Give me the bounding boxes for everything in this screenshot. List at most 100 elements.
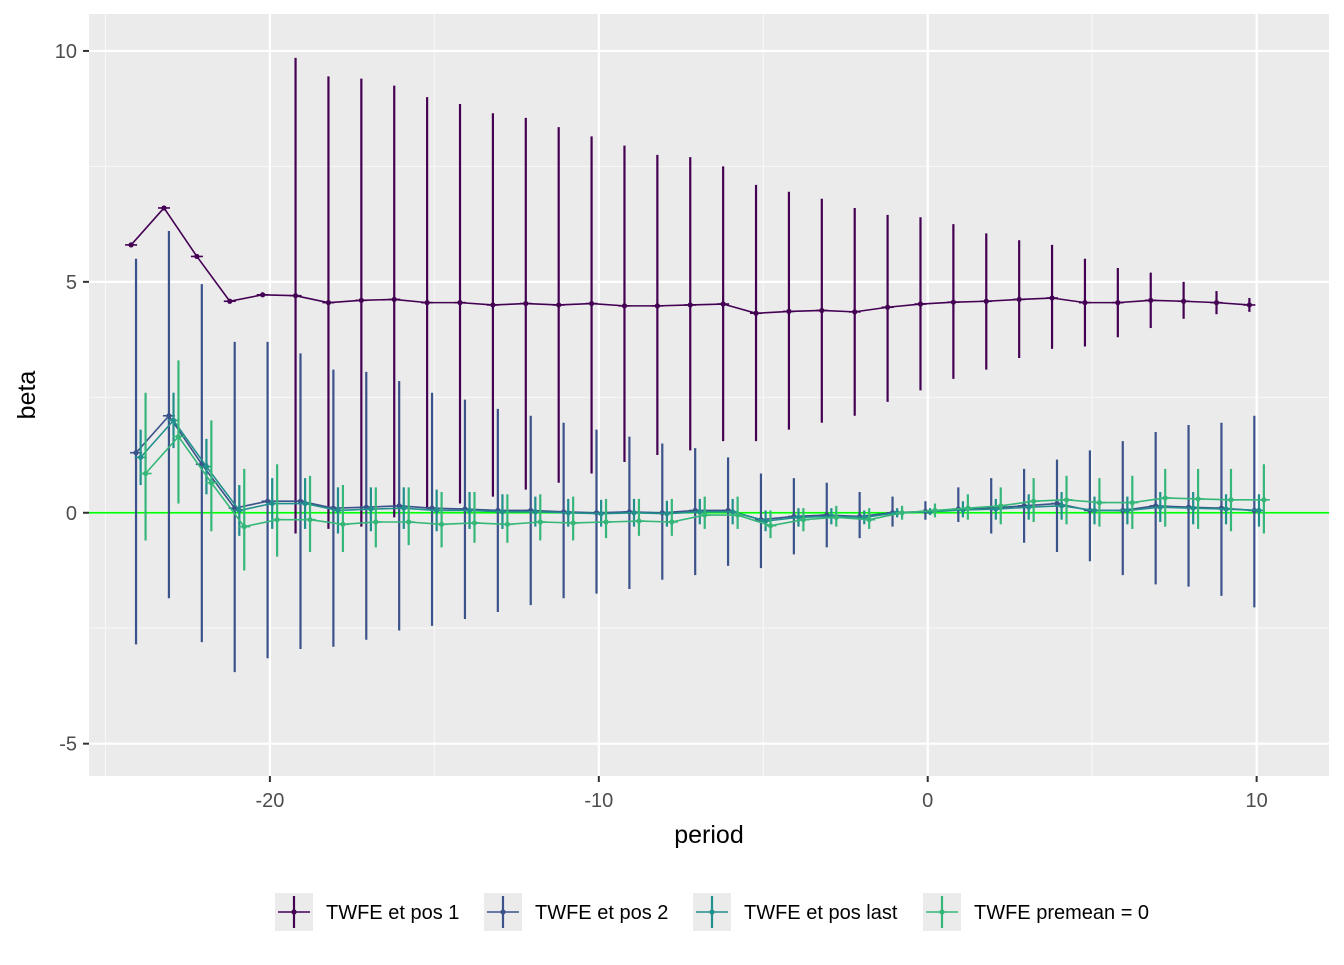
data-point bbox=[866, 517, 872, 523]
data-point bbox=[227, 298, 233, 304]
x-tick-label: -20 bbox=[255, 790, 284, 812]
data-point bbox=[161, 205, 167, 211]
data-point bbox=[1162, 495, 1168, 501]
data-point bbox=[406, 519, 412, 525]
data-point bbox=[899, 510, 905, 516]
data-point bbox=[175, 433, 182, 440]
data-point bbox=[1058, 503, 1065, 509]
data-point bbox=[260, 292, 266, 298]
data-point bbox=[499, 509, 506, 515]
data-point bbox=[654, 303, 660, 309]
data-point bbox=[203, 463, 210, 470]
legend-key-point bbox=[291, 909, 297, 915]
data-point bbox=[631, 510, 637, 516]
data-point bbox=[917, 301, 924, 307]
data-point bbox=[687, 302, 693, 308]
data-point bbox=[753, 310, 759, 316]
plot-panel bbox=[89, 14, 1329, 776]
data-point bbox=[297, 498, 304, 504]
data-point bbox=[795, 514, 802, 520]
data-point bbox=[424, 300, 430, 306]
x-tick-label: -10 bbox=[584, 790, 613, 812]
y-tick-label: 10 bbox=[55, 41, 77, 63]
data-point bbox=[1246, 302, 1253, 308]
data-point bbox=[1049, 295, 1055, 301]
y-axis-title: beta bbox=[13, 371, 41, 420]
data-point bbox=[852, 309, 858, 315]
legend-key-point bbox=[709, 909, 715, 915]
data-point bbox=[128, 242, 134, 248]
data-point bbox=[702, 512, 708, 518]
data-point bbox=[236, 507, 242, 514]
x-tick-label: 10 bbox=[1246, 790, 1268, 812]
data-point bbox=[1148, 297, 1154, 303]
data-point bbox=[1190, 505, 1196, 511]
data-point bbox=[556, 302, 562, 308]
x-tick-label: 0 bbox=[922, 790, 933, 812]
data-point bbox=[1054, 500, 1060, 507]
data-point bbox=[993, 506, 999, 512]
data-point bbox=[1026, 504, 1032, 510]
data-point bbox=[621, 303, 628, 309]
data-point bbox=[697, 509, 703, 515]
data-point bbox=[396, 503, 402, 509]
data-point bbox=[1223, 506, 1229, 512]
y-tick-label: 5 bbox=[66, 272, 77, 294]
data-point bbox=[1261, 497, 1267, 503]
data-point bbox=[1091, 507, 1098, 514]
series-4 bbox=[139, 360, 1270, 571]
data-point bbox=[1096, 500, 1103, 506]
data-point bbox=[786, 308, 792, 315]
data-point bbox=[1228, 497, 1234, 503]
data-point bbox=[274, 517, 280, 523]
data-point bbox=[302, 500, 308, 507]
data-point bbox=[133, 450, 139, 456]
data-point bbox=[603, 519, 609, 525]
data-point bbox=[767, 523, 774, 529]
data-point bbox=[138, 454, 144, 460]
data-point bbox=[720, 301, 726, 307]
data-point bbox=[884, 304, 891, 310]
legend-label: TWFE et pos 1 bbox=[326, 902, 459, 924]
data-point bbox=[307, 517, 313, 523]
minor-gridlines bbox=[89, 14, 1329, 776]
data-point bbox=[434, 507, 440, 514]
legend-label: TWFE et pos 2 bbox=[535, 902, 668, 924]
series-1 bbox=[125, 57, 1256, 534]
legend: TWFE et pos 1 TWFE et pos 2 TWFE et pos la… bbox=[275, 893, 1149, 931]
data-point bbox=[373, 519, 379, 525]
axis-layer: -20 -10 0 10 -5 0 5 10 bbox=[55, 41, 1268, 812]
data-point bbox=[833, 514, 839, 520]
data-point bbox=[1016, 296, 1022, 303]
data-point bbox=[1195, 496, 1201, 502]
data-point bbox=[264, 498, 271, 504]
x-axis-title: period bbox=[674, 821, 744, 849]
data-point bbox=[325, 300, 332, 306]
series-layer bbox=[125, 57, 1270, 673]
data-point bbox=[730, 509, 736, 515]
data-point bbox=[194, 253, 200, 260]
data-point bbox=[1063, 497, 1070, 503]
data-point bbox=[664, 511, 670, 517]
data-point bbox=[570, 520, 576, 526]
data-point bbox=[1031, 498, 1037, 504]
legend-key-point bbox=[500, 909, 506, 915]
data-point bbox=[983, 298, 989, 304]
data-point bbox=[1181, 298, 1187, 304]
data-point bbox=[438, 521, 445, 527]
data-point bbox=[457, 300, 463, 306]
data-point bbox=[1213, 300, 1220, 306]
data-point bbox=[166, 413, 172, 419]
data-point bbox=[269, 500, 275, 507]
data-point bbox=[950, 299, 956, 305]
legend-label: TWFE premean = 0 bbox=[974, 902, 1149, 924]
data-point bbox=[401, 505, 407, 511]
data-point bbox=[1082, 300, 1088, 306]
data-point bbox=[588, 300, 595, 307]
data-point bbox=[1157, 504, 1163, 510]
y-tick-label: -5 bbox=[59, 734, 77, 756]
legend-item-3: TWFE et pos last bbox=[693, 893, 898, 931]
data-point bbox=[1129, 500, 1135, 506]
